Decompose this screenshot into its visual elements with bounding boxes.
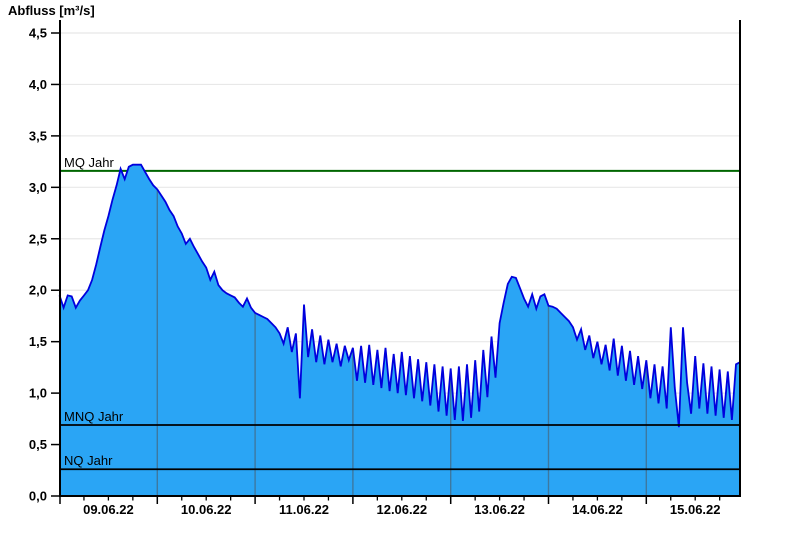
y-tick-label: 0,0 bbox=[29, 489, 47, 504]
discharge-area-fill bbox=[59, 164, 740, 496]
y-tick-label: 2,0 bbox=[29, 283, 47, 298]
y-tick-label: 2,5 bbox=[29, 231, 47, 246]
x-tick-label: 11.06.22 bbox=[279, 502, 329, 517]
y-tick-label: 3,5 bbox=[29, 128, 47, 143]
reference-line-label: MQ Jahr bbox=[64, 155, 115, 170]
y-tick-label: 3,0 bbox=[29, 180, 47, 195]
x-tick-label: 14.06.22 bbox=[572, 502, 623, 517]
x-tick-label: 13.06.22 bbox=[474, 502, 525, 517]
discharge-line bbox=[58, 163, 741, 428]
y-tick-label: 1,0 bbox=[29, 386, 47, 401]
x-tick-label: 15.06.22 bbox=[670, 502, 721, 517]
x-tick-label: 12.06.22 bbox=[376, 502, 427, 517]
x-tick-label: 09.06.22 bbox=[83, 502, 134, 517]
y-tick-label: 1,5 bbox=[29, 334, 47, 349]
x-tick-label: 10.06.22 bbox=[181, 502, 232, 517]
chart-title: Abfluss [m³/s] bbox=[8, 3, 95, 18]
y-tick-label: 4,0 bbox=[29, 77, 47, 92]
y-tick-label: 0,5 bbox=[29, 437, 47, 452]
reference-line-label: MNQ Jahr bbox=[64, 409, 124, 424]
y-tick-label: 4,5 bbox=[29, 26, 47, 41]
reference-line-label: NQ Jahr bbox=[64, 453, 113, 468]
